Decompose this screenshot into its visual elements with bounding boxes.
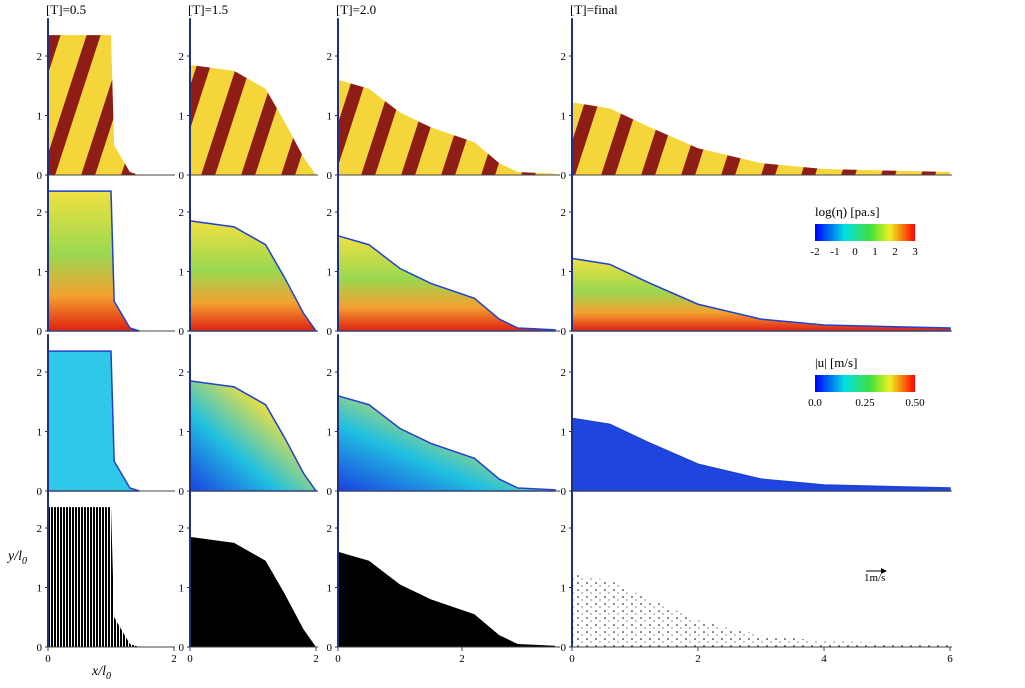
colorbar-tick-label: -1 [830,246,839,258]
y-tick-label: 1 [561,111,567,123]
x-tick-label: 0 [187,653,193,665]
x-label-sub: 0 [106,671,111,682]
y-label-text: y/l [6,549,22,564]
x-tick-label: 2 [171,653,177,665]
y-tick-label: 1 [179,427,185,439]
colorbar-tick-label: 1 [872,246,878,258]
material-body [571,257,951,332]
y-tick-label: 1 [561,583,567,595]
y-tick-label: 2 [327,207,333,219]
y-tick-label: 0 [327,326,333,338]
y-tick-label: 0 [327,642,333,654]
x-axis-label: x/l0 [91,664,111,682]
column-title: [T]=1.5 [188,2,228,17]
colorbar-tick-label: 3 [912,246,918,258]
y-tick-label: 0 [179,170,185,182]
x-tick-label: 6 [947,653,953,665]
y-tick-label: 1 [327,267,333,279]
y-tick-label: 0 [37,326,43,338]
y-tick-label: 2 [179,367,185,379]
material-body [337,394,556,492]
material-body [572,102,950,175]
y-tick-label: 2 [327,523,333,535]
y-tick-label: 2 [179,51,185,63]
y-tick-label: 0 [179,326,185,338]
colorbar [815,224,915,241]
colorbar-title: |u| [m/s] [815,355,857,370]
y-label-sub: 0 [22,556,27,567]
y-tick-label: 0 [37,642,43,654]
x-tick-label: 2 [695,653,701,665]
colorbar-tick-label: -2 [810,246,819,258]
y-tick-label: 1 [37,111,43,123]
y-tick-label: 1 [327,111,333,123]
y-tick-label: 2 [179,207,185,219]
colorbar-tick-label: 0.0 [808,397,822,409]
y-tick-label: 1 [37,267,43,279]
column-title: [T]=final [570,2,618,17]
y-tick-label: 2 [327,367,333,379]
y-tick-label: 2 [179,523,185,535]
material-body [189,380,318,492]
y-tick-label: 0 [179,642,185,654]
y-tick-label: 0 [561,642,567,654]
y-tick-label: 2 [561,523,567,535]
material-body [48,35,140,175]
x-tick-label: 0 [45,653,51,665]
y-tick-label: 2 [37,51,43,63]
material-body [571,417,951,492]
x-tick-label: 4 [821,653,827,665]
x-tick-label: 2 [459,653,465,665]
y-tick-label: 1 [179,583,185,595]
y-tick-label: 1 [179,111,185,123]
y-tick-label: 1 [327,427,333,439]
y-tick-label: 0 [179,486,185,498]
y-tick-label: 2 [37,207,43,219]
y-tick-label: 1 [37,427,43,439]
material-body [189,220,318,332]
material-body [190,64,316,175]
colorbar-tick-label: 0.50 [905,397,925,409]
material-body [48,507,140,647]
x-tick-label: 2 [313,653,319,665]
y-tick-label: 2 [561,367,567,379]
x-tick-label: 0 [569,653,575,665]
y-tick-label: 0 [561,326,567,338]
colorbar-tick-label: 0 [852,246,858,258]
column-title: [T]=0.5 [46,2,86,17]
material-body [47,350,140,492]
y-tick-label: 0 [327,486,333,498]
colorbar [815,375,915,392]
material-body [338,551,555,647]
material-body [338,79,555,175]
y-tick-label: 1 [179,267,185,279]
column-title: [T]=2.0 [336,2,376,17]
y-tick-label: 0 [327,170,333,182]
x-label-text: x/l [91,664,106,679]
y-axis-label: y/l0 [6,549,27,567]
y-tick-label: 0 [561,170,567,182]
y-tick-label: 1 [561,427,567,439]
colorbar-tick-label: 0.25 [855,397,875,409]
material-body [572,574,950,647]
colorbar-title: log(η) [pa.s] [815,204,880,219]
y-tick-label: 2 [327,51,333,63]
y-tick-label: 0 [561,486,567,498]
y-tick-label: 0 [37,170,43,182]
y-tick-label: 2 [561,51,567,63]
y-tick-label: 2 [37,523,43,535]
y-tick-label: 0 [37,486,43,498]
y-tick-label: 1 [37,583,43,595]
y-tick-label: 1 [327,583,333,595]
y-tick-label: 2 [561,207,567,219]
material-body [337,234,556,332]
y-tick-label: 2 [37,367,43,379]
material-body [47,190,140,332]
x-tick-label: 0 [335,653,341,665]
material-body [190,536,316,647]
scale-arrow-label: 1m/s [864,572,885,584]
colorbar-tick-label: 2 [892,246,898,258]
y-tick-label: 1 [561,267,567,279]
